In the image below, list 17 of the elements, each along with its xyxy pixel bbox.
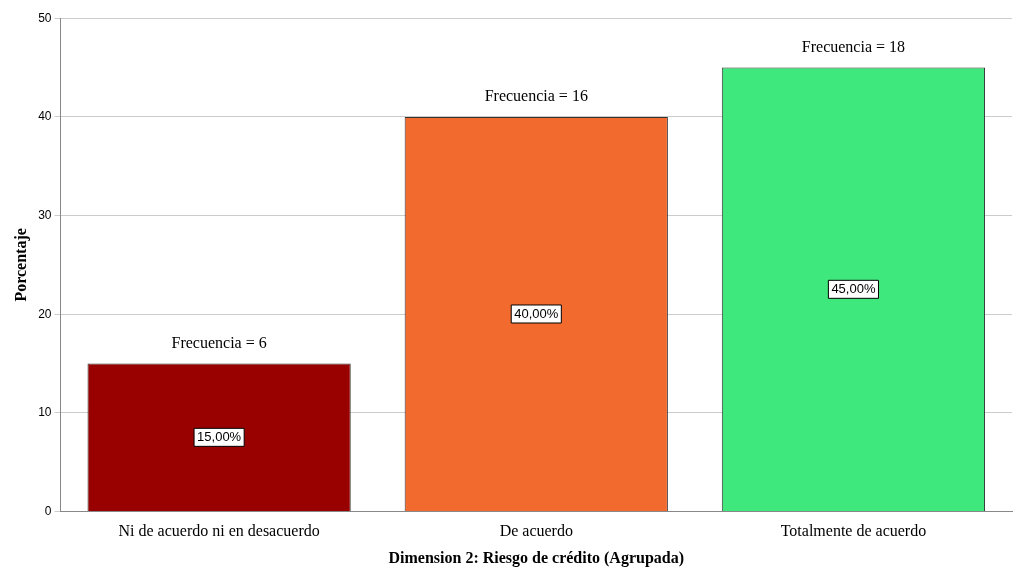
y-tick-label: 50 xyxy=(38,10,52,25)
x-tick-label: Totalmente de acuerdo xyxy=(780,522,927,540)
x-axis-title: Dimension 2: Riesgo de crédito (Agrupada) xyxy=(388,548,685,567)
y-tick-label: 30 xyxy=(38,207,52,222)
y-tick-label: 40 xyxy=(38,109,52,124)
data-label: 45,00% xyxy=(831,280,876,296)
data-label: 40,00% xyxy=(514,305,559,321)
annotation: Frecuencia = 6 xyxy=(171,333,267,351)
data-label: 15,00% xyxy=(197,428,242,444)
y-tick-label: 10 xyxy=(38,405,52,420)
annotation: Frecuencia = 18 xyxy=(801,37,906,55)
x-tick-label: Ni de acuerdo ni en desacuerdo xyxy=(118,522,320,540)
annotation: Frecuencia = 16 xyxy=(484,87,588,105)
y-axis-title: Porcentaje xyxy=(11,228,30,302)
y-tick-label: 0 xyxy=(44,503,52,518)
y-tick-label: 20 xyxy=(38,306,52,321)
x-tick-label: De acuerdo xyxy=(499,522,573,540)
